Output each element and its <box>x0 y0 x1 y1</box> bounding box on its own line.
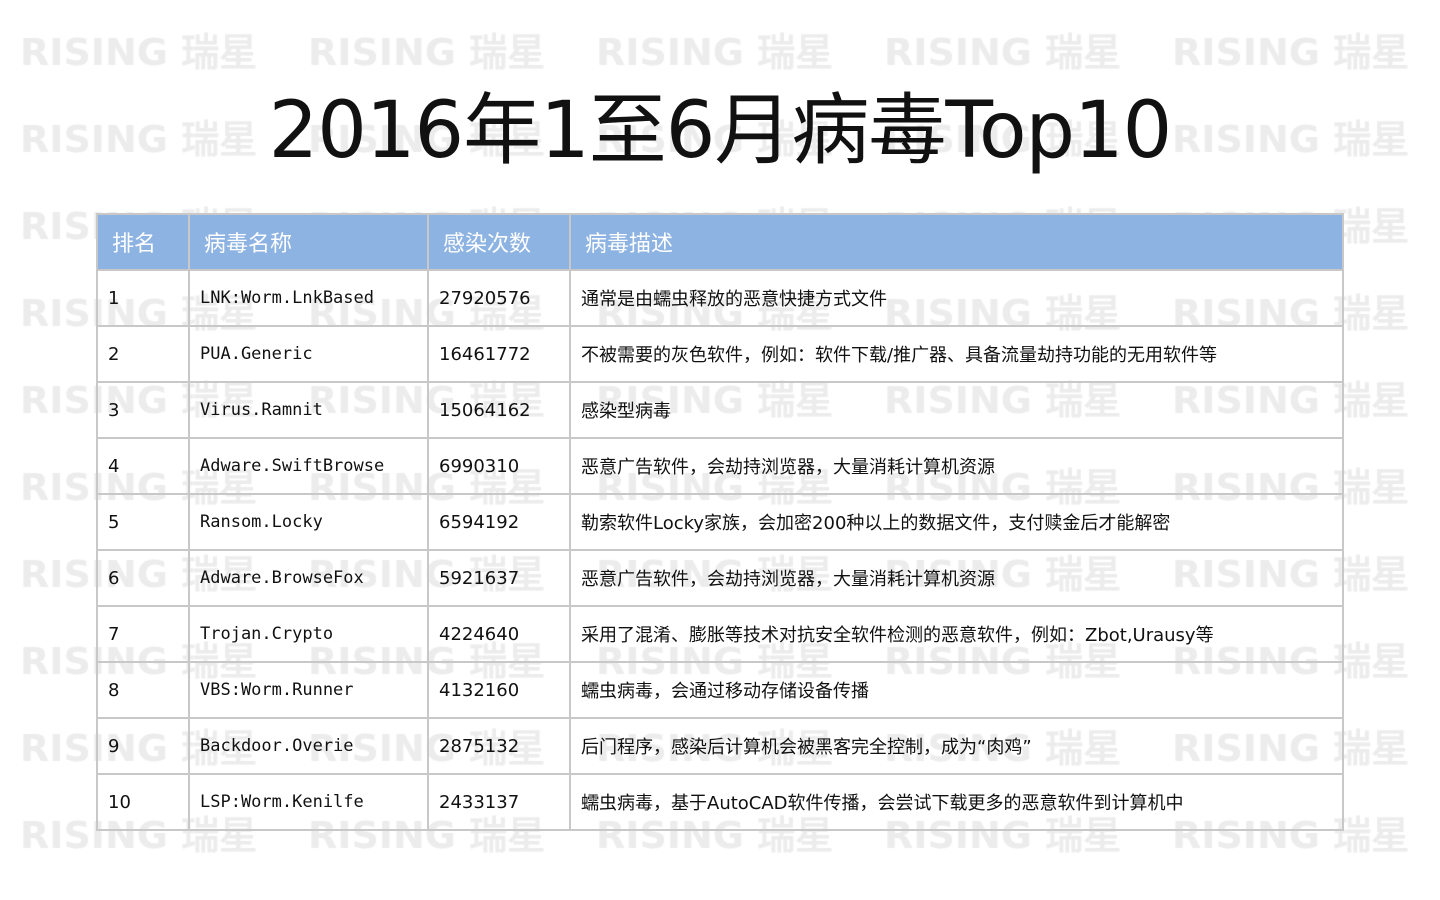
table-row: 9 Backdoor.Overie 2875132 后门程序，感染后计算机会被黑客完全… <box>96 717 1344 775</box>
cell-description: 不被需要的灰色软件，例如：软件下载/推广器、具备流量劫持功能的无用软件等 <box>569 325 1344 383</box>
cell-rank: 4 <box>96 437 190 495</box>
header-count: 感染次数 <box>427 213 571 271</box>
page-title: 2016年1至6月病毒Top10 <box>268 86 1173 176</box>
cell-infection-count: 6990310 <box>427 437 571 495</box>
virus-table: 排名 病毒名称 感染次数 病毒描述 1 LNK:Worm.LnkBased 2792… <box>96 213 1344 831</box>
table-row: 8 VBS:Worm.Runner 4132160 蠕虫病毒，会通过移动存储设备传播 <box>96 661 1344 719</box>
header-rank: 排名 <box>96 213 190 271</box>
header-description: 病毒描述 <box>569 213 1344 271</box>
cell-virus-name: Trojan.Crypto <box>188 605 429 663</box>
cell-infection-count: 6594192 <box>427 493 571 551</box>
cell-rank: 5 <box>96 493 190 551</box>
cell-description: 感染型病毒 <box>569 381 1344 439</box>
cell-virus-name: Backdoor.Overie <box>188 717 429 775</box>
table-row: 7 Trojan.Crypto 4224640 采用了混淆、膨胀等技术对抗安全软件检测… <box>96 605 1344 663</box>
cell-infection-count: 4224640 <box>427 605 571 663</box>
cell-rank: 1 <box>96 269 190 327</box>
cell-infection-count: 4132160 <box>427 661 571 719</box>
cell-description: 蠕虫病毒，会通过移动存储设备传播 <box>569 661 1344 719</box>
table-row: 10 LSP:Worm.Kenilfe 2433137 蠕虫病毒，基于AutoCAD软… <box>96 773 1344 831</box>
cell-description: 采用了混淆、膨胀等技术对抗安全软件检测的恶意软件，例如：Zbot,Urausy等 <box>569 605 1344 663</box>
cell-rank: 3 <box>96 381 190 439</box>
cell-infection-count: 2875132 <box>427 717 571 775</box>
cell-virus-name: Ransom.Locky <box>188 493 429 551</box>
cell-rank: 8 <box>96 661 190 719</box>
cell-virus-name: LNK:Worm.LnkBased <box>188 269 429 327</box>
cell-rank: 9 <box>96 717 190 775</box>
table-row: 6 Adware.BrowseFox 5921637 恶意广告软件，会劫持浏览器，大量… <box>96 549 1344 607</box>
cell-infection-count: 5921637 <box>427 549 571 607</box>
cell-virus-name: PUA.Generic <box>188 325 429 383</box>
cell-infection-count: 27920576 <box>427 269 571 327</box>
cell-description: 通常是由蠕虫释放的恶意快捷方式文件 <box>569 269 1344 327</box>
table-row: 5 Ransom.Locky 6594192 勒索软件Locky家族，会加密200种以… <box>96 493 1344 551</box>
cell-description: 恶意广告软件，会劫持浏览器，大量消耗计算机资源 <box>569 437 1344 495</box>
cell-virus-name: LSP:Worm.Kenilfe <box>188 773 429 831</box>
cell-rank: 2 <box>96 325 190 383</box>
cell-infection-count: 16461772 <box>427 325 571 383</box>
cell-infection-count: 15064162 <box>427 381 571 439</box>
header-name: 病毒名称 <box>188 213 429 271</box>
cell-description: 恶意广告软件，会劫持浏览器，大量消耗计算机资源 <box>569 549 1344 607</box>
cell-infection-count: 2433137 <box>427 773 571 831</box>
cell-description: 蠕虫病毒，基于AutoCAD软件传播，会尝试下载更多的恶意软件到计算机中 <box>569 773 1344 831</box>
cell-rank: 6 <box>96 549 190 607</box>
cell-rank: 7 <box>96 605 190 663</box>
cell-description: 勒索软件Locky家族，会加密200种以上的数据文件，支付赎金后才能解密 <box>569 493 1344 551</box>
cell-description: 后门程序，感染后计算机会被黑客完全控制，成为“肉鸡” <box>569 717 1344 775</box>
table-row: 3 Virus.Ramnit 15064162 感染型病毒 <box>96 381 1344 439</box>
table-row: 1 LNK:Worm.LnkBased 27920576 通常是由蠕虫释放的恶意快捷方… <box>96 269 1344 327</box>
cell-rank: 10 <box>96 773 190 831</box>
cell-virus-name: Virus.Ramnit <box>188 381 429 439</box>
cell-virus-name: Adware.BrowseFox <box>188 549 429 607</box>
table-row: 2 PUA.Generic 16461772 不被需要的灰色软件，例如：软件下载/推广… <box>96 325 1344 383</box>
cell-virus-name: VBS:Worm.Runner <box>188 661 429 719</box>
table-header-row: 排名 病毒名称 感染次数 病毒描述 <box>96 213 1344 271</box>
table-row: 4 Adware.SwiftBrowse 6990310 恶意广告软件，会劫持浏览器，… <box>96 437 1344 495</box>
cell-virus-name: Adware.SwiftBrowse <box>188 437 429 495</box>
